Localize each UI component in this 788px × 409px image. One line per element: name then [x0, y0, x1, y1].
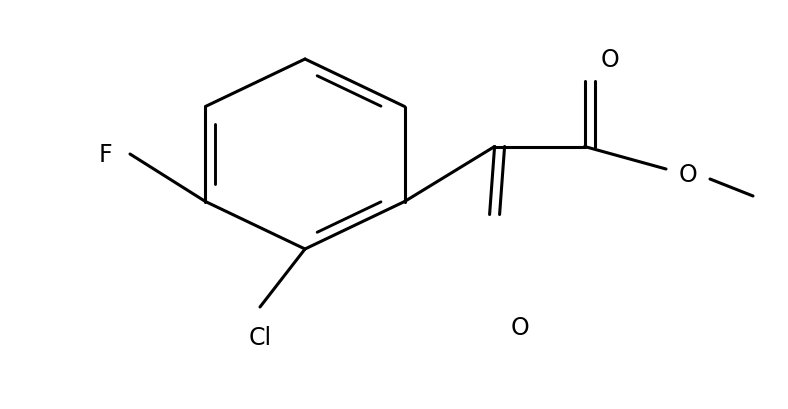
Text: F: F — [98, 143, 112, 166]
Text: O: O — [600, 48, 619, 72]
Text: O: O — [511, 315, 530, 339]
Text: O: O — [678, 163, 697, 187]
Text: Cl: Cl — [248, 325, 272, 349]
